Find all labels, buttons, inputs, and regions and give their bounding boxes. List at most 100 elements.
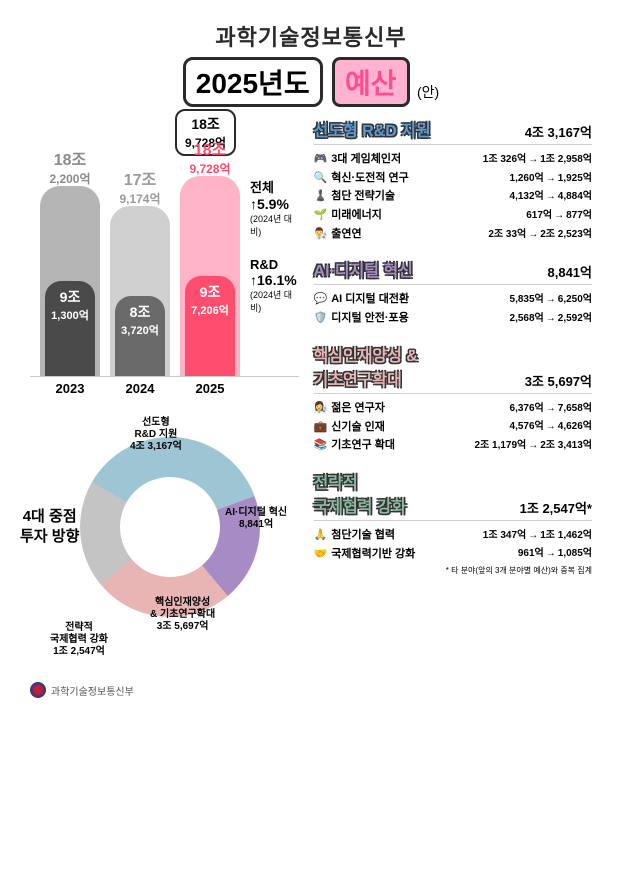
callout-rd-label: R&D (250, 257, 299, 272)
header-budget-label: 예산 (332, 57, 410, 107)
header-budget-line: 2025년도 예산 (안) (30, 57, 592, 107)
item-icon: 📚 (314, 436, 328, 455)
item-name: 출연연 (331, 225, 361, 244)
callout-rd-pct: ↑16.1% (250, 272, 299, 288)
arrow-icon: → (554, 210, 564, 221)
arrow-icon: → (546, 191, 556, 202)
arrow-icon: → (528, 440, 538, 451)
item-name: AI 디지털 대전환 (331, 290, 409, 309)
section-head: 전략적국제협력 강화 1조 2,547억* (314, 469, 592, 521)
item-icon: 🙏 (314, 526, 328, 545)
item-icon: 💼 (314, 418, 328, 437)
item-values: 6,376억→7,658억 (510, 400, 592, 417)
arrow-icon: → (528, 530, 538, 541)
bar-outer: 9조 7,206억 (180, 176, 240, 376)
section-title: AI·디지털 혁신 (314, 257, 413, 281)
item-name: 3대 게임체인저 (331, 150, 401, 169)
item-name: 신기술 인재 (331, 418, 385, 437)
bar-2025: 18조 9,728억 9조 7,206억 2025 (180, 176, 240, 376)
bar-inner: 8조 3,720억 (115, 296, 165, 376)
item-row: 🛡️ 디지털 안전·포용 2,568억→2,592억 (314, 309, 592, 328)
footer-text: 과학기술정보통신부 (51, 683, 134, 698)
pie-title-l2: 투자 방향 (20, 527, 79, 547)
item-icon: 🎮 (314, 150, 328, 169)
bar-year-label: 2023 (40, 381, 100, 396)
item-values: 4,132억→4,884억 (510, 188, 592, 205)
footer: 과학기술정보통신부 (30, 682, 592, 698)
callout-total-pct: ↑5.9% (250, 196, 299, 212)
item-row: 🤝 국제협력기반 강화 961억→1,085억 (314, 545, 592, 564)
arrow-icon: → (546, 294, 556, 305)
item-values: 2,568억→2,592억 (510, 310, 592, 327)
pie-label-3: 전략적 국제협력 강화 1조 2,547억 (50, 622, 108, 658)
item-values: 1,260억→1,925억 (510, 170, 592, 187)
pie-title: 4대 중점 투자 방향 (20, 507, 79, 546)
item-icon: 👨‍🔬 (314, 225, 328, 244)
bar-total-label: 18조 9,728억 (180, 136, 240, 177)
header-year: 2025년도 (183, 57, 323, 107)
item-icon: ♟️ (314, 187, 328, 206)
item-values: 2조 33억→2조 2,523억 (488, 226, 592, 243)
item-name: 젊은 연구자 (331, 399, 385, 418)
left-column: 18조 9,728억 전체 ↑5.9% (2024년 대비) R&D ↑16.1… (30, 117, 299, 667)
arrow-icon: → (528, 229, 538, 240)
section-amount: 8,841억 (548, 262, 593, 281)
arrow-icon: → (528, 154, 538, 165)
item-icon: 🔍 (314, 169, 328, 188)
item-row: 🙏 첨단기술 협력 1조 347억→1조 1,462억 (314, 526, 592, 545)
pie-label-2: 핵심인재양성 & 기초연구확대 3조 5,697억 (150, 597, 215, 633)
bar-outer: 8조 3,720억 (110, 206, 170, 376)
header-an: (안) (417, 84, 439, 100)
item-row: 🌱 미래에너지 617억→877억 (314, 206, 592, 225)
section-title: 핵심인재양성 &기초연구확대 (314, 342, 418, 390)
section-head: 선도형 R&D 지원 4조 3,167억 (314, 117, 592, 145)
section-head: 핵심인재양성 &기초연구확대 3조 5,697억 (314, 342, 592, 394)
item-row: 👨‍🔬 출연연 2조 33억→2조 2,523억 (314, 225, 592, 244)
item-values: 961억→1,085억 (518, 545, 592, 562)
arrow-icon: → (546, 548, 556, 559)
item-values: 2조 1,179억→2조 3,413억 (474, 437, 592, 454)
callout-total: 전체 ↑5.9% (2024년 대비) (250, 177, 299, 238)
bar-outer: 9조 1,300억 (40, 186, 100, 376)
item-values: 5,835억→6,250억 (510, 291, 592, 308)
callout-total-label: 전체 (250, 177, 299, 196)
arrow-icon: → (546, 313, 556, 324)
section-title: 선도형 R&D 지원 (314, 117, 431, 141)
section-3: 전략적국제협력 강화 1조 2,547억* 🙏 첨단기술 협력 1조 347억→… (314, 469, 592, 576)
infographic-container: 과학기술정보통신부 2025년도 예산 (안) 18조 9,728억 전체 ↑5… (0, 0, 622, 718)
pie-label-0: 선도형 R&D 지원 4조 3,167억 (130, 417, 182, 453)
arrow-icon: → (546, 403, 556, 414)
callout-total-note: (2024년 대비) (250, 212, 299, 238)
section-head: AI·디지털 혁신 8,841억 (314, 257, 592, 285)
bar-year-label: 2024 (110, 381, 170, 396)
bar-year-label: 2025 (180, 381, 240, 396)
donut-hole (120, 477, 220, 577)
speech-top: 18조 (185, 114, 226, 134)
bar-inner: 9조 1,300억 (45, 281, 95, 376)
item-row: ♟️ 첨단 전략기술 4,132억→4,884억 (314, 187, 592, 206)
section-1: AI·디지털 혁신 8,841억 💬 AI 디지털 대전환 5,835억→6,2… (314, 257, 592, 327)
section-title: 전략적국제협력 강화 (314, 469, 407, 517)
footer-logo-icon (30, 682, 46, 698)
bar-2024: 17조 9,174억 8조 3,720억 2024 (110, 206, 170, 376)
item-icon: 💬 (314, 290, 328, 309)
section-amount: 3조 5,697억 (525, 371, 592, 390)
item-icon: 🤝 (314, 545, 328, 564)
item-row: 🎮 3대 게임체인저 1조 326억→1조 2,958억 (314, 150, 592, 169)
item-name: 미래에너지 (331, 206, 382, 225)
section-footnote: * 타 분야(앞의 3개 분야별 예산)와 중복 집계 (314, 565, 592, 576)
section-amount: 1조 2,547억* (520, 498, 592, 517)
arrow-icon: → (546, 421, 556, 432)
main-content: 18조 9,728억 전체 ↑5.9% (2024년 대비) R&D ↑16.1… (30, 117, 592, 667)
pie-title-l1: 4대 중점 (20, 507, 79, 527)
right-column: 선도형 R&D 지원 4조 3,167억 🎮 3대 게임체인저 1조 326억→… (314, 117, 592, 667)
pie-label-1: AI·디지털 혁신 8,841억 (225, 507, 287, 531)
section-amount: 4조 3,167억 (525, 122, 592, 141)
item-row: 👩‍🔬 젊은 연구자 6,376억→7,658억 (314, 399, 592, 418)
callout-rd-note: (2024년 대비) (250, 288, 299, 314)
section-2: 핵심인재양성 &기초연구확대 3조 5,697억 👩‍🔬 젊은 연구자 6,37… (314, 342, 592, 455)
item-name: 디지털 안전·포용 (331, 309, 409, 328)
header: 과학기술정보통신부 2025년도 예산 (안) (30, 20, 592, 107)
item-values: 1조 326억→1조 2,958억 (483, 151, 592, 168)
section-0: 선도형 R&D 지원 4조 3,167억 🎮 3대 게임체인저 1조 326억→… (314, 117, 592, 243)
